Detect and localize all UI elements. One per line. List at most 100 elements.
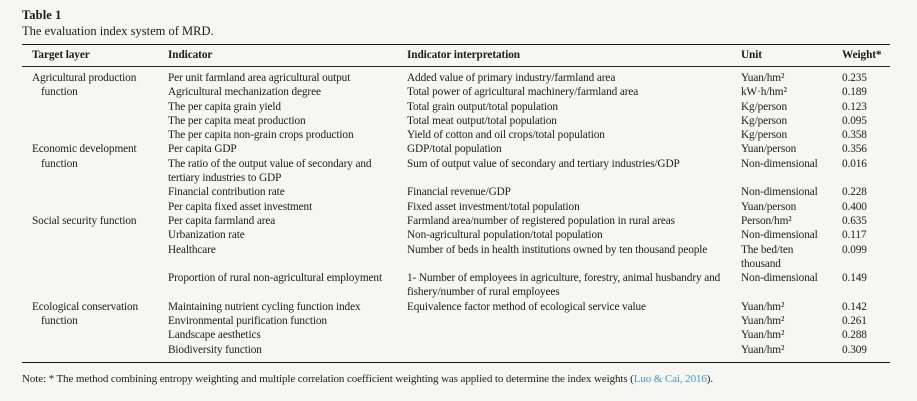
table-row: The per capita meat production Total meat… bbox=[22, 114, 890, 128]
unit-cell: Non-dimensional bbox=[741, 186, 818, 199]
indicator-cell: The per capita meat production bbox=[168, 114, 306, 127]
weight-cell: 0.635 bbox=[842, 214, 867, 227]
table-row: Urbanization rate Non-agricultural popula… bbox=[22, 228, 890, 242]
interpretation-cell bbox=[407, 314, 741, 328]
interpretation-cell: Added value of primary industry/farmland… bbox=[407, 72, 616, 84]
weight-cell: 0.309 bbox=[842, 343, 867, 356]
weight-cell: 0.228 bbox=[842, 186, 867, 199]
weight-cell: 0.142 bbox=[842, 300, 867, 313]
indicator-cell: Per capita fixed asset investment bbox=[168, 200, 313, 213]
target-layer-label: Economic development function bbox=[32, 143, 137, 170]
table-caption: The evaluation index system of MRD. bbox=[22, 24, 214, 38]
interpretation-cell bbox=[407, 328, 741, 342]
unit-cell: Non-dimensional bbox=[741, 272, 818, 285]
indicator-cell: Per unit farmland area agricultural outp… bbox=[168, 72, 351, 84]
unit-cell: Person/hm² bbox=[741, 214, 792, 227]
column-header-target-layer: Target layer bbox=[22, 44, 168, 67]
table-row: Social security function Per capita farml… bbox=[22, 214, 890, 228]
indicator-cell: Landscape aesthetics bbox=[168, 329, 261, 342]
unit-cell: Yuan/person bbox=[741, 200, 797, 213]
unit-cell: Kg/person bbox=[741, 100, 787, 113]
table-row: Landscape aesthetics Yuan/hm² 0.288 bbox=[22, 328, 890, 342]
footnote-suffix: ). bbox=[706, 372, 714, 385]
indicator-cell: The per capita grain yield bbox=[168, 100, 281, 113]
table-row: Per capita fixed asset investment Fixed a… bbox=[22, 200, 890, 214]
table-body: Agricultural production function Per unit… bbox=[22, 67, 890, 363]
unit-cell: Non-dimensional bbox=[741, 229, 818, 242]
interpretation-cell: Yield of cotton and oil crops/total popu… bbox=[407, 129, 605, 142]
column-header-indicator: Indicator bbox=[168, 44, 407, 67]
interpretation-cell: Non-agricultural population/total popula… bbox=[407, 229, 603, 242]
weight-cell: 0.149 bbox=[842, 272, 867, 285]
weight-cell: 0.261 bbox=[842, 315, 867, 328]
indicator-cell: Maintaining nutrient cycling function in… bbox=[168, 300, 361, 313]
interpretation-cell: Equivalence factor method of ecological … bbox=[407, 300, 646, 313]
target-layer-cell: Ecological conservation function bbox=[22, 300, 168, 363]
table-footnote: Note: * The method combining entropy wei… bbox=[22, 372, 895, 386]
interpretation-cell: Farmland area/number of registered popul… bbox=[407, 214, 675, 227]
indicator-cell: Proportion of rural non-agricultural emp… bbox=[168, 272, 382, 285]
table-row: Economic development function Per capita … bbox=[22, 142, 890, 169]
table-row: Agricultural mechanization degree Total p… bbox=[22, 85, 890, 99]
table-header-row: Target layer Indicator Indicator interpr… bbox=[22, 44, 890, 67]
table-row: Agricultural production function Per unit… bbox=[22, 67, 890, 98]
interpretation-cell: Fixed asset investment/total population bbox=[407, 200, 580, 213]
unit-cell: Non-dimensional bbox=[741, 157, 818, 170]
indicator-cell: Agricultural mechanization degree bbox=[168, 86, 321, 99]
table-row: Financial contribution rate Financial rev… bbox=[22, 185, 890, 199]
column-header-weight: Weight* bbox=[842, 44, 890, 67]
weight-cell: 0.095 bbox=[842, 114, 867, 127]
interpretation-cell: Total meat output/total population bbox=[407, 114, 557, 127]
indicator-cell: Financial contribution rate bbox=[168, 186, 285, 199]
interpretation-cell: Total grain output/total population bbox=[407, 100, 558, 113]
target-layer-cell: Economic development function bbox=[22, 142, 168, 213]
indicator-cell: The ratio of the output value of seconda… bbox=[168, 157, 372, 185]
weight-cell: 0.016 bbox=[842, 157, 867, 170]
weight-cell: 0.235 bbox=[842, 72, 867, 84]
table-row: Proportion of rural non-agricultural emp… bbox=[22, 271, 890, 300]
unit-cell: Yuan/person bbox=[741, 143, 797, 156]
indicator-cell: Environmental purification function bbox=[168, 315, 327, 328]
unit-cell: Yuan/hm² bbox=[741, 343, 785, 356]
column-header-unit: Unit bbox=[741, 44, 842, 67]
table-row: Environmental purification function Yuan/… bbox=[22, 314, 890, 328]
interpretation-cell: Financial revenue/GDP bbox=[407, 186, 511, 199]
unit-cell: kW·h/hm² bbox=[741, 86, 787, 99]
footnote-text: Note: * The method combining entropy wei… bbox=[22, 372, 634, 385]
table-row: Ecological conservation function Maintain… bbox=[22, 300, 890, 327]
target-layer-label: Social security function bbox=[32, 214, 137, 227]
column-header-indicator-interpretation: Indicator interpretation bbox=[407, 44, 741, 67]
table-row: The ratio of the output value of seconda… bbox=[22, 157, 890, 186]
unit-cell: Yuan/hm² bbox=[741, 329, 785, 342]
unit-cell: Yuan/hm² bbox=[741, 72, 785, 84]
table-row: Healthcare Number of beds in health insti… bbox=[22, 243, 890, 272]
paper-page: Table 1 The evaluation index system of M… bbox=[22, 8, 895, 386]
weight-cell: 0.358 bbox=[842, 129, 867, 142]
weight-cell: 0.356 bbox=[842, 143, 867, 156]
target-layer-cell: Agricultural production function bbox=[22, 67, 168, 143]
weight-cell: 0.400 bbox=[842, 200, 867, 213]
unit-cell: Yuan/hm² bbox=[741, 300, 785, 313]
interpretation-cell bbox=[407, 343, 741, 363]
interpretation-cell: Number of beds in health institutions ow… bbox=[407, 243, 708, 256]
weight-cell: 0.117 bbox=[842, 229, 867, 242]
table-row: Biodiversity function Yuan/hm² 0.309 bbox=[22, 343, 890, 363]
unit-cell: Yuan/hm² bbox=[741, 315, 785, 328]
indicator-cell: Per capita farmland area bbox=[168, 214, 276, 227]
interpretation-cell: Sum of output value of secondary and ter… bbox=[407, 157, 680, 170]
indicator-cell: Biodiversity function bbox=[168, 343, 262, 356]
indicator-cell: Urbanization rate bbox=[168, 229, 245, 242]
target-layer-cell: Social security function bbox=[22, 214, 168, 300]
weight-cell: 0.288 bbox=[842, 329, 867, 342]
indicator-cell: Healthcare bbox=[168, 243, 216, 256]
weight-cell: 0.123 bbox=[842, 100, 867, 113]
citation-link[interactable]: Luo & Cai, 2016 bbox=[633, 372, 707, 385]
unit-cell: Kg/person bbox=[741, 129, 787, 142]
interpretation-cell: Total power of agricultural machinery/fa… bbox=[407, 86, 639, 99]
weight-cell: 0.189 bbox=[842, 86, 867, 99]
indicator-cell: Per capita GDP bbox=[168, 143, 237, 156]
table-title: Table 1 bbox=[22, 8, 62, 22]
interpretation-cell: 1- Number of employees in agriculture, f… bbox=[407, 272, 721, 299]
interpretation-cell: GDP/total population bbox=[407, 143, 502, 156]
unit-cell: The bed/ten thousand bbox=[741, 243, 794, 270]
